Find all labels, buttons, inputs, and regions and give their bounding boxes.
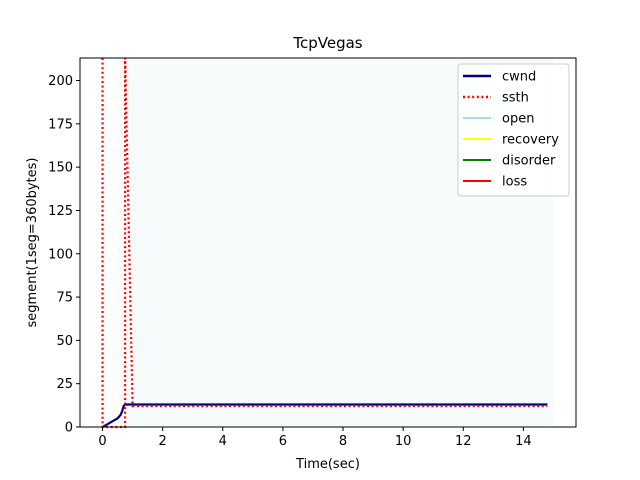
y-tick-label: 75 [56,291,73,306]
x-tick-label: 2 [159,434,167,449]
y-tick-label: 200 [48,74,73,89]
legend-label-disorder: disorder [502,154,556,169]
y-axis-label: segment(1seg=360bytes) [25,158,40,328]
y-tick-label: 25 [56,377,73,392]
y-tick-label: 125 [48,204,73,219]
legend-label-open: open [502,112,534,127]
y-tick-label: 0 [65,421,73,436]
chart-title: TcpVegas [292,34,362,52]
legend-label-recovery: recovery [502,133,559,148]
series-line-cwnd [102,403,548,428]
y-tick-label: 175 [48,117,73,132]
legend-label-ssth: ssth [502,91,529,106]
x-tick-label: 8 [339,434,347,449]
y-tick-label: 50 [56,334,73,349]
x-tick-label: 12 [455,434,472,449]
legend-label-cwnd: cwnd [502,70,536,85]
series-line-ssth [101,57,548,429]
legend-label-loss: loss [502,175,527,190]
y-tick-label: 100 [48,247,73,262]
legend-box [457,63,570,197]
x-tick-label: 14 [515,434,532,449]
plot-frame [79,57,577,428]
x-tick-label: 4 [219,434,227,449]
x-axis-label: Time(sec) [295,457,360,472]
x-tick-label: 6 [279,434,287,449]
y-tick-label: 150 [48,161,73,176]
x-tick-label: 0 [98,434,106,449]
legend: cwnd ssth open recovery disorder loss [457,63,570,197]
x-tick-label: 10 [395,434,412,449]
